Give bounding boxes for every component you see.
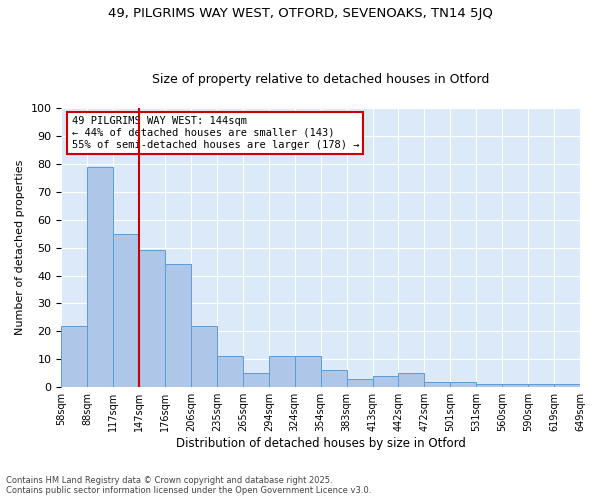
- Bar: [191, 326, 217, 387]
- Bar: [451, 382, 476, 387]
- Bar: [61, 326, 87, 387]
- Bar: [295, 356, 320, 387]
- Bar: [476, 384, 502, 387]
- Bar: [320, 370, 347, 387]
- Bar: [373, 376, 398, 387]
- Text: 49, PILGRIMS WAY WEST, OTFORD, SEVENOAKS, TN14 5JQ: 49, PILGRIMS WAY WEST, OTFORD, SEVENOAKS…: [107, 8, 493, 20]
- Title: Size of property relative to detached houses in Otford: Size of property relative to detached ho…: [152, 73, 490, 86]
- Text: 49 PILGRIMS WAY WEST: 144sqm
← 44% of detached houses are smaller (143)
55% of s: 49 PILGRIMS WAY WEST: 144sqm ← 44% of de…: [71, 116, 359, 150]
- Bar: [165, 264, 191, 387]
- Bar: [113, 234, 139, 387]
- Text: Contains HM Land Registry data © Crown copyright and database right 2025.
Contai: Contains HM Land Registry data © Crown c…: [6, 476, 371, 495]
- Bar: [398, 373, 424, 387]
- Bar: [139, 250, 165, 387]
- Bar: [528, 384, 554, 387]
- Bar: [502, 384, 528, 387]
- Bar: [243, 373, 269, 387]
- Bar: [87, 166, 113, 387]
- Bar: [347, 379, 373, 387]
- X-axis label: Distribution of detached houses by size in Otford: Distribution of detached houses by size …: [176, 437, 466, 450]
- Bar: [554, 384, 580, 387]
- Bar: [269, 356, 295, 387]
- Bar: [217, 356, 243, 387]
- Bar: [424, 382, 451, 387]
- Y-axis label: Number of detached properties: Number of detached properties: [15, 160, 25, 336]
